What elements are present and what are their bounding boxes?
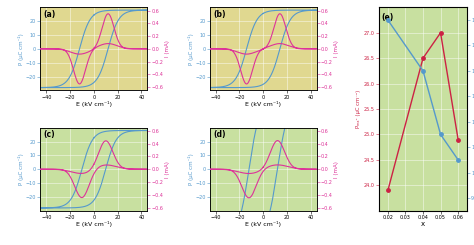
Y-axis label: I (mA): I (mA) xyxy=(334,40,339,57)
Text: (c): (c) xyxy=(44,130,55,139)
Text: (e): (e) xyxy=(382,13,394,23)
X-axis label: x: x xyxy=(421,221,425,227)
X-axis label: E (kV cm⁻¹): E (kV cm⁻¹) xyxy=(245,101,281,107)
Y-axis label: P (μC cm⁻²): P (μC cm⁻²) xyxy=(18,153,24,185)
Y-axis label: I (mA): I (mA) xyxy=(334,161,339,178)
Y-axis label: I (mA): I (mA) xyxy=(165,40,170,57)
Y-axis label: P (μC cm⁻²): P (μC cm⁻²) xyxy=(188,153,194,185)
X-axis label: E (kV cm⁻¹): E (kV cm⁻¹) xyxy=(76,221,112,227)
Text: (b): (b) xyxy=(213,10,226,19)
Text: (d): (d) xyxy=(213,130,226,139)
Y-axis label: I (mA): I (mA) xyxy=(165,161,170,178)
Y-axis label: P (μC cm⁻²): P (μC cm⁻²) xyxy=(18,33,24,65)
X-axis label: E (kV cm⁻¹): E (kV cm⁻¹) xyxy=(76,101,112,107)
Y-axis label: P (μC cm⁻²): P (μC cm⁻²) xyxy=(188,33,194,65)
X-axis label: E (kV cm⁻¹): E (kV cm⁻¹) xyxy=(245,221,281,227)
Y-axis label: Pₘₐˣ (μC cm⁻²): Pₘₐˣ (μC cm⁻²) xyxy=(356,90,361,128)
Text: (a): (a) xyxy=(44,10,56,19)
